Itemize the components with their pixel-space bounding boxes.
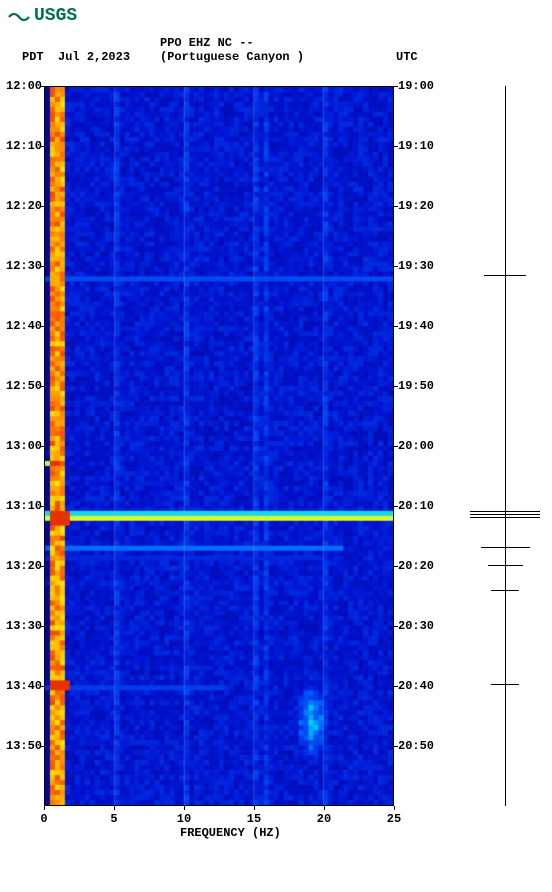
x-tick-label: 0	[40, 812, 47, 826]
x-tick-label: 5	[110, 812, 117, 826]
trace-axis	[505, 86, 506, 806]
y-tick-left: 12:20	[6, 199, 42, 213]
x-axis-title: FREQUENCY (HZ)	[180, 826, 281, 840]
station-name: (Portuguese Canyon )	[160, 50, 304, 64]
spectrogram-frame	[44, 86, 394, 806]
y-tick-left: 13:30	[6, 619, 42, 633]
date-label: PDT Jul 2,2023	[22, 50, 130, 64]
usgs-logo: USGS	[8, 6, 77, 26]
trace-event	[470, 511, 540, 512]
y-tick-left: 13:50	[6, 739, 42, 753]
logo-text: USGS	[34, 6, 77, 26]
trace-event	[488, 565, 523, 566]
y-tick-left: 12:40	[6, 319, 42, 333]
y-tick-right: 20:30	[398, 619, 434, 633]
utc-label: UTC	[396, 50, 418, 64]
station-code: PPO EHZ NC --	[160, 36, 254, 50]
x-tick-label: 15	[247, 812, 261, 826]
y-tick-left: 12:00	[6, 79, 42, 93]
y-tick-right: 20:10	[398, 499, 434, 513]
y-tick-right: 19:40	[398, 319, 434, 333]
trace-event	[470, 517, 540, 518]
y-tick-left: 12:10	[6, 139, 42, 153]
y-tick-right: 20:40	[398, 679, 434, 693]
trace-event	[481, 547, 530, 548]
y-tick-left: 13:10	[6, 499, 42, 513]
y-tick-right: 19:10	[398, 139, 434, 153]
y-tick-left: 12:50	[6, 379, 42, 393]
y-tick-right: 19:20	[398, 199, 434, 213]
y-tick-left: 13:00	[6, 439, 42, 453]
trace-event	[491, 590, 519, 591]
y-tick-right: 20:20	[398, 559, 434, 573]
x-tick-label: 10	[177, 812, 191, 826]
x-tick-label: 20	[317, 812, 331, 826]
y-tick-right: 20:50	[398, 739, 434, 753]
y-tick-right: 20:00	[398, 439, 434, 453]
y-tick-left: 13:20	[6, 559, 42, 573]
y-tick-left: 12:30	[6, 259, 42, 273]
trace-event	[470, 514, 540, 515]
seismic-trace	[470, 86, 540, 806]
y-tick-right: 19:30	[398, 259, 434, 273]
wave-icon	[8, 8, 30, 24]
y-tick-right: 19:50	[398, 379, 434, 393]
x-tick-label: 25	[387, 812, 401, 826]
y-tick-left: 13:40	[6, 679, 42, 693]
y-tick-right: 19:00	[398, 79, 434, 93]
spectrogram-heatmap	[45, 87, 393, 805]
trace-event	[484, 275, 526, 276]
trace-event	[491, 684, 519, 685]
